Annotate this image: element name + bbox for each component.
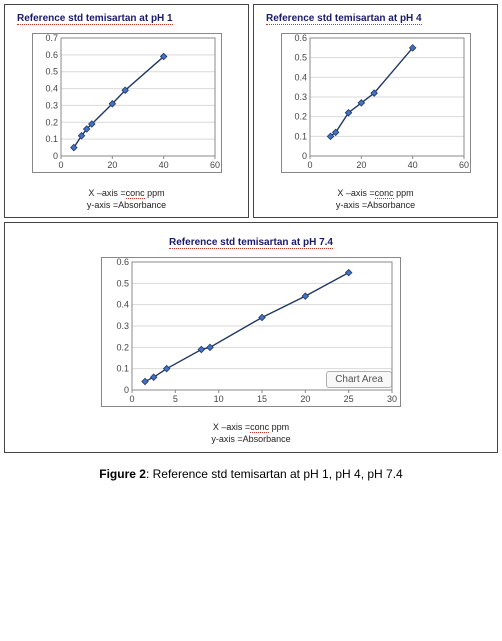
svg-text:0.1: 0.1 [294, 131, 307, 141]
svg-text:0.2: 0.2 [294, 112, 307, 122]
axis-x-suffix: ppm [145, 188, 165, 198]
axis-x-word: conc [126, 188, 145, 199]
axis-y-text: y-axis =Absorbance [87, 200, 166, 210]
chart-ph74: 0 0.1 0.2 0.3 0.4 0.5 0.6 0 5 10 15 20 25 30 Chart Ar… [101, 257, 401, 407]
chart-title-ph4: Reference std temisartan at pH 4 [266, 13, 422, 25]
svg-text:0.7: 0.7 [45, 34, 58, 43]
svg-text:20: 20 [107, 160, 117, 170]
svg-text:0.3: 0.3 [45, 100, 58, 110]
axis-y-text: y-axis =Absorbance [211, 434, 290, 444]
svg-text:40: 40 [158, 160, 168, 170]
svg-text:0: 0 [129, 394, 134, 404]
svg-text:20: 20 [356, 160, 366, 170]
axis-x-word: conc [250, 422, 269, 433]
svg-text:0.4: 0.4 [45, 84, 58, 94]
svg-text:0.2: 0.2 [116, 343, 129, 353]
svg-text:0: 0 [301, 151, 306, 161]
axis-x-prefix: X –axis = [88, 188, 125, 198]
chart-ph1: 0 0.1 0.2 0.3 0.4 0.5 0.6 0.7 0 20 40 60 [32, 33, 222, 173]
axis-x-suffix: ppm [269, 422, 289, 432]
figure-caption-text: : Reference std temisartan at pH 1, pH 4… [146, 467, 403, 481]
svg-text:0.4: 0.4 [116, 300, 129, 310]
svg-text:0.1: 0.1 [116, 364, 129, 374]
svg-text:0.2: 0.2 [45, 117, 58, 127]
svg-text:0: 0 [58, 160, 63, 170]
chart-area-badge: Chart Area [326, 371, 392, 388]
panel-ph74: Reference std temisartan at pH 7.4 00.10… [4, 222, 498, 452]
svg-text:0.3: 0.3 [294, 92, 307, 102]
axis-caption-ph74: X –axis =conc ppm y-axis =Absorbance [211, 421, 290, 445]
svg-text:0: 0 [52, 151, 57, 161]
figure-caption-label: Figure 2 [99, 467, 146, 481]
axis-caption-ph1: X –axis =conc ppm y-axis =Absorbance [87, 187, 166, 211]
axis-caption-ph4: X –axis =conc ppm y-axis =Absorbance [336, 187, 415, 211]
svg-text:30: 30 [387, 394, 397, 404]
svg-text:40: 40 [407, 160, 417, 170]
svg-text:0.6: 0.6 [45, 50, 58, 60]
svg-text:0.5: 0.5 [45, 67, 58, 77]
panel-ph4: Reference std temisartan at pH 4 0 0.1 0.2… [253, 4, 498, 218]
svg-text:0.4: 0.4 [294, 72, 307, 82]
svg-text:10: 10 [214, 394, 224, 404]
axis-x-prefix: X –axis = [213, 422, 250, 432]
axis-x-word: conc [375, 188, 394, 199]
panel-ph1: Reference std temisartan at pH 1 0 0.1 0.2… [4, 4, 249, 218]
axis-x-suffix: ppm [394, 188, 414, 198]
chart-title-ph74: Reference std temisartan at pH 7.4 [169, 237, 333, 249]
svg-text:0.3: 0.3 [116, 321, 129, 331]
svg-text:0.1: 0.1 [45, 134, 58, 144]
svg-text:20: 20 [300, 394, 310, 404]
chart-ph4: 0 0.1 0.2 0.3 0.4 0.5 0.6 0 20 40 60 [281, 33, 471, 173]
chart-title-ph1: Reference std temisartan at pH 1 [17, 13, 173, 25]
svg-text:0.6: 0.6 [116, 258, 129, 267]
svg-text:0.6: 0.6 [294, 34, 307, 43]
svg-text:0: 0 [307, 160, 312, 170]
svg-text:25: 25 [344, 394, 354, 404]
svg-text:0.5: 0.5 [116, 279, 129, 289]
axis-x-prefix: X –axis = [337, 188, 374, 198]
svg-text:0.5: 0.5 [294, 53, 307, 63]
svg-text:15: 15 [257, 394, 267, 404]
svg-text:0: 0 [124, 385, 129, 395]
figure-caption: Figure 2: Reference std temisartan at pH… [4, 467, 498, 481]
axis-y-text: y-axis =Absorbance [336, 200, 415, 210]
svg-text:5: 5 [173, 394, 178, 404]
svg-text:60: 60 [458, 160, 468, 170]
svg-text:60: 60 [209, 160, 219, 170]
